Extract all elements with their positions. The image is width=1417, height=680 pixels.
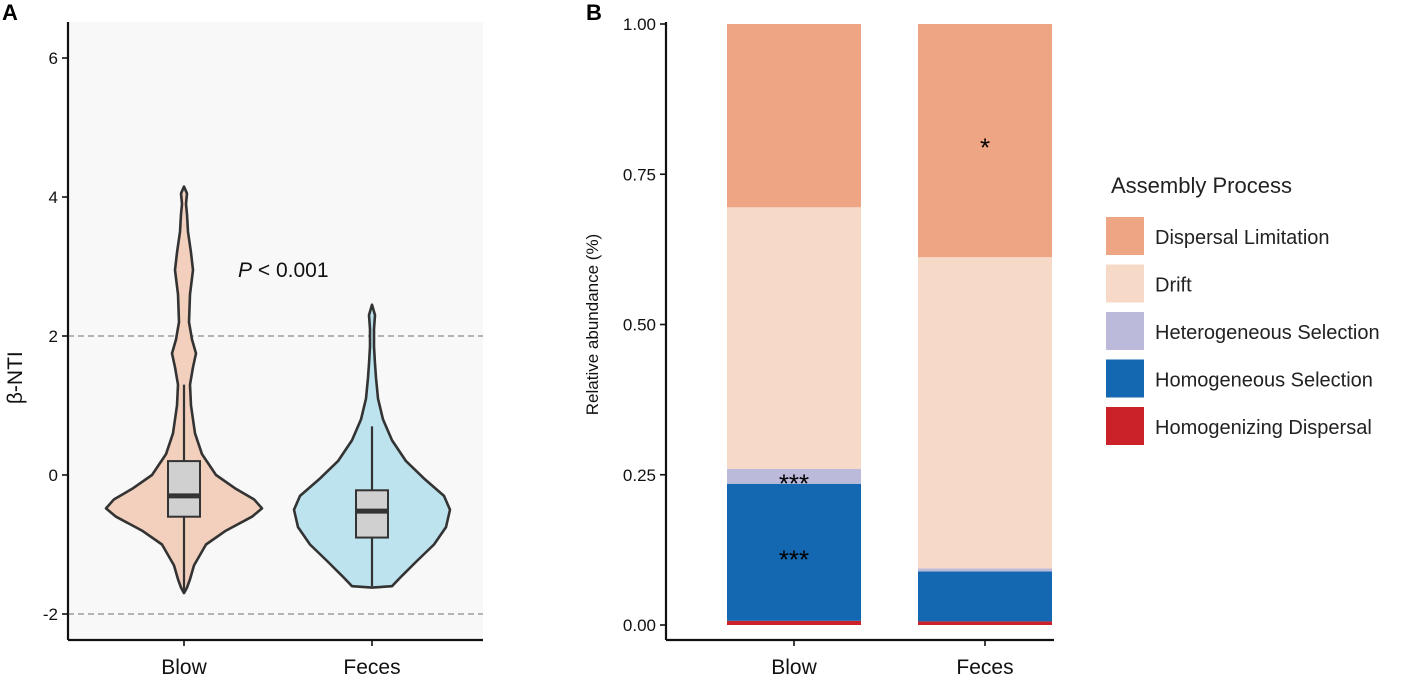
- x-tick-label-feces: Feces: [956, 656, 1013, 679]
- legend-label-dispersal-limitation: Dispersal Limitation: [1155, 227, 1330, 249]
- y-tick-label: 2: [49, 327, 58, 346]
- y-tick-label: 0: [49, 466, 58, 485]
- panel-a-label: A: [2, 0, 18, 25]
- bar-segment-feces-homogenizing-dispersal: [918, 621, 1052, 625]
- box-blow: [167, 460, 201, 518]
- legend-swatch-homogenizing-dispersal: [1106, 407, 1144, 445]
- x-tick-label-blow: Blow: [771, 656, 817, 679]
- legend-label-homogeneous-selection: Homogeneous Selection: [1155, 370, 1373, 392]
- bar-segment-blow-heterogeneous-selection: [727, 468, 861, 484]
- y-tick-label: 0.00: [623, 616, 656, 635]
- legend-label-drift: Drift: [1155, 275, 1192, 297]
- panel-b-label: B: [586, 0, 602, 25]
- bar-segment-blow-drift: [727, 207, 861, 469]
- p-symbol: P: [238, 259, 252, 282]
- y-axis-title: Relative abundance (%): [583, 234, 602, 415]
- legend-swatch-drift: [1106, 264, 1144, 303]
- y-tick-label: 0.25: [623, 466, 656, 485]
- bar-segment-blow-homogenizing-dispersal: [727, 620, 861, 625]
- bar-segment-blow-dispersal-limitation: [727, 24, 861, 208]
- y-tick-label: 0.50: [623, 316, 656, 335]
- bar-segment-feces-heterogeneous-selection: [918, 568, 1052, 572]
- y-tick-label: 1.00: [623, 15, 656, 34]
- legend-label-heterogeneous-selection: Heterogeneous Selection: [1155, 322, 1380, 344]
- bar-segment-feces-drift: [918, 257, 1052, 569]
- significance-blow-homogeneous-selection: ***: [779, 544, 809, 574]
- legend-swatch-heterogeneous-selection: [1106, 312, 1144, 350]
- y-tick-label: 4: [49, 188, 58, 207]
- legend-swatch-dispersal-limitation: [1106, 217, 1144, 255]
- panel-a-violin-plot: -2 0 2 4 6 β-NTI Blow Feces P < 0.001: [4, 22, 483, 679]
- bar-segment-feces-homogeneous-selection: [918, 571, 1052, 622]
- bar-segment-blow-homogeneous-selection: [727, 483, 861, 621]
- panel-b-stacked-bar-chart: 0.00 0.25 0.50 0.75 1.00 Relative abundance (…: [583, 15, 1380, 679]
- y-tick-label: 6: [49, 49, 58, 68]
- y-tick-label: 0.75: [623, 165, 656, 184]
- p-value-text: < 0.001: [252, 259, 328, 282]
- bar-segment-feces-dispersal-limitation: [918, 24, 1052, 258]
- significance-blow-heterogeneous-selection: ***: [779, 468, 809, 498]
- legend-swatch-homogeneous-selection: [1106, 359, 1144, 398]
- y-tick-label: -2: [43, 605, 58, 624]
- significance-feces-dispersal-limitation: *: [980, 133, 990, 163]
- p-value-annotation: P < 0.001: [238, 259, 329, 282]
- legend-title: Assembly Process: [1111, 173, 1292, 198]
- x-tick-label-blow: Blow: [161, 656, 207, 679]
- y-axis-title: β-NTI: [4, 351, 27, 404]
- legend-label-homogenizing-dispersal: Homogenizing Dispersal: [1155, 417, 1372, 439]
- x-tick-label-feces: Feces: [343, 656, 400, 679]
- box-feces: [355, 489, 389, 539]
